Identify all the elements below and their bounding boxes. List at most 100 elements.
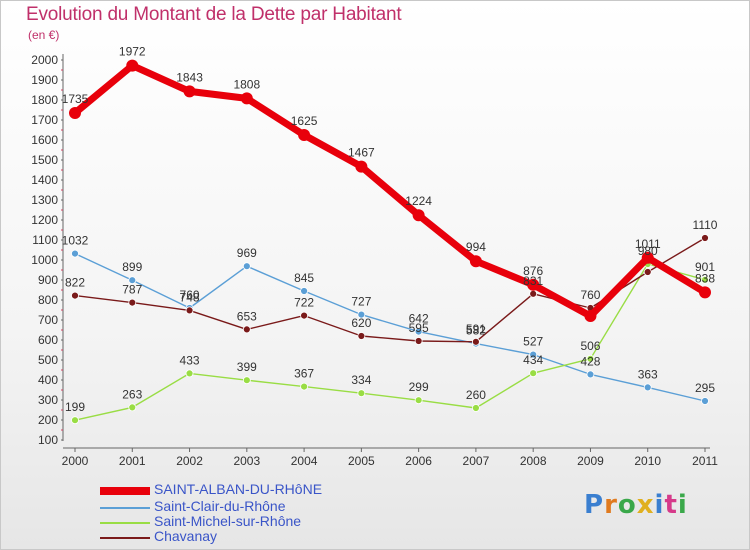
y-tick-label: 1000 xyxy=(31,253,58,267)
data-point xyxy=(529,350,538,359)
series-line xyxy=(74,263,706,421)
data-label: 1224 xyxy=(405,194,432,208)
data-label: 994 xyxy=(466,240,486,254)
data-label: 822 xyxy=(65,276,85,290)
data-label: 367 xyxy=(294,367,314,381)
x-tick-label: 2006 xyxy=(405,454,432,468)
data-point xyxy=(128,403,137,412)
data-point xyxy=(527,278,540,291)
data-label: 831 xyxy=(523,274,543,288)
y-tick-label: 400 xyxy=(38,373,58,387)
y-tick-label: 300 xyxy=(38,393,58,407)
data-point xyxy=(240,92,253,105)
data-label: 199 xyxy=(65,400,85,414)
y-tick-label: 800 xyxy=(38,293,58,307)
data-point xyxy=(414,337,423,345)
data-point xyxy=(357,389,366,398)
y-tick-label: 1400 xyxy=(31,173,58,187)
data-point xyxy=(529,369,538,378)
data-point xyxy=(357,332,366,340)
legend-label: SAINT-ALBAN-DU-RHôNE xyxy=(154,481,323,497)
data-point xyxy=(643,268,652,276)
x-tick-label: 2005 xyxy=(348,454,375,468)
x-tick-label: 2010 xyxy=(634,454,661,468)
data-point xyxy=(71,416,79,425)
data-label: 1972 xyxy=(119,45,146,59)
data-point xyxy=(71,291,79,300)
y-tick-label: 1300 xyxy=(31,193,58,207)
data-point xyxy=(128,298,137,307)
data-label: 760 xyxy=(180,288,200,302)
data-point xyxy=(412,209,425,222)
data-point xyxy=(300,311,308,320)
y-tick-label: 1500 xyxy=(31,153,58,167)
data-point xyxy=(414,327,423,336)
series-line xyxy=(74,252,706,402)
data-label: 845 xyxy=(294,271,314,285)
data-label: 1011 xyxy=(635,237,661,251)
data-point xyxy=(242,262,251,271)
data-point xyxy=(71,249,79,258)
data-label: 787 xyxy=(122,283,142,297)
data-label: 595 xyxy=(409,321,429,335)
data-point xyxy=(529,289,538,298)
data-label: 1467 xyxy=(348,146,375,160)
y-tick-label: 1900 xyxy=(31,73,58,87)
data-label: 899 xyxy=(122,260,142,274)
data-point xyxy=(701,234,709,242)
data-label: 299 xyxy=(409,380,429,394)
data-label: 901 xyxy=(695,260,715,274)
data-label: 748 xyxy=(180,290,200,304)
data-label: 969 xyxy=(237,246,257,260)
data-label: 1032 xyxy=(62,234,89,248)
data-label: 363 xyxy=(638,367,658,381)
data-label: 620 xyxy=(351,316,371,330)
data-point xyxy=(298,129,311,141)
y-tick-label: 500 xyxy=(38,353,58,367)
data-label: 642 xyxy=(409,312,429,326)
data-point xyxy=(586,370,595,379)
x-tick-label: 2004 xyxy=(291,454,318,468)
x-tick-label: 2002 xyxy=(176,454,203,468)
data-label: 295 xyxy=(695,381,715,395)
y-tick-label: 100 xyxy=(38,433,58,447)
data-label: 263 xyxy=(122,387,142,401)
data-point xyxy=(242,376,251,385)
data-label: 760 xyxy=(580,288,600,302)
data-label: 434 xyxy=(523,353,543,367)
legend-swatch xyxy=(100,522,150,524)
data-point xyxy=(69,107,81,119)
data-point xyxy=(126,59,139,72)
y-tick-label: 1700 xyxy=(31,113,58,127)
data-point xyxy=(469,255,482,268)
data-label: 727 xyxy=(351,295,371,309)
x-tick-label: 2000 xyxy=(62,454,89,468)
data-label: 260 xyxy=(466,388,486,402)
x-tick-label: 2008 xyxy=(520,454,547,468)
series-line xyxy=(72,62,707,320)
legend-label: Saint-Michel-sur-Rhône xyxy=(154,513,302,529)
data-point xyxy=(699,286,711,299)
data-label: 653 xyxy=(237,309,257,323)
data-label: 428 xyxy=(580,354,600,368)
data-point xyxy=(472,404,480,412)
x-tick-label: 2007 xyxy=(463,454,490,468)
data-point xyxy=(242,325,251,334)
y-tick-label: 1600 xyxy=(31,133,58,147)
data-point xyxy=(643,383,652,392)
y-tick-label: 900 xyxy=(38,273,58,287)
proxiti-logo: Proxiti xyxy=(584,490,688,520)
data-point xyxy=(300,287,308,295)
legend-swatch xyxy=(100,537,150,539)
data-label: 1808 xyxy=(233,77,260,91)
x-tick-label: 2009 xyxy=(577,454,604,468)
data-label: 1843 xyxy=(176,70,203,84)
data-point xyxy=(185,306,194,315)
data-label: 1735 xyxy=(62,92,89,106)
data-label: 433 xyxy=(180,353,200,367)
data-label: 582 xyxy=(466,324,486,338)
y-tick-label: 700 xyxy=(38,313,58,327)
data-point xyxy=(701,275,709,284)
y-tick-label: 2000 xyxy=(31,53,58,67)
